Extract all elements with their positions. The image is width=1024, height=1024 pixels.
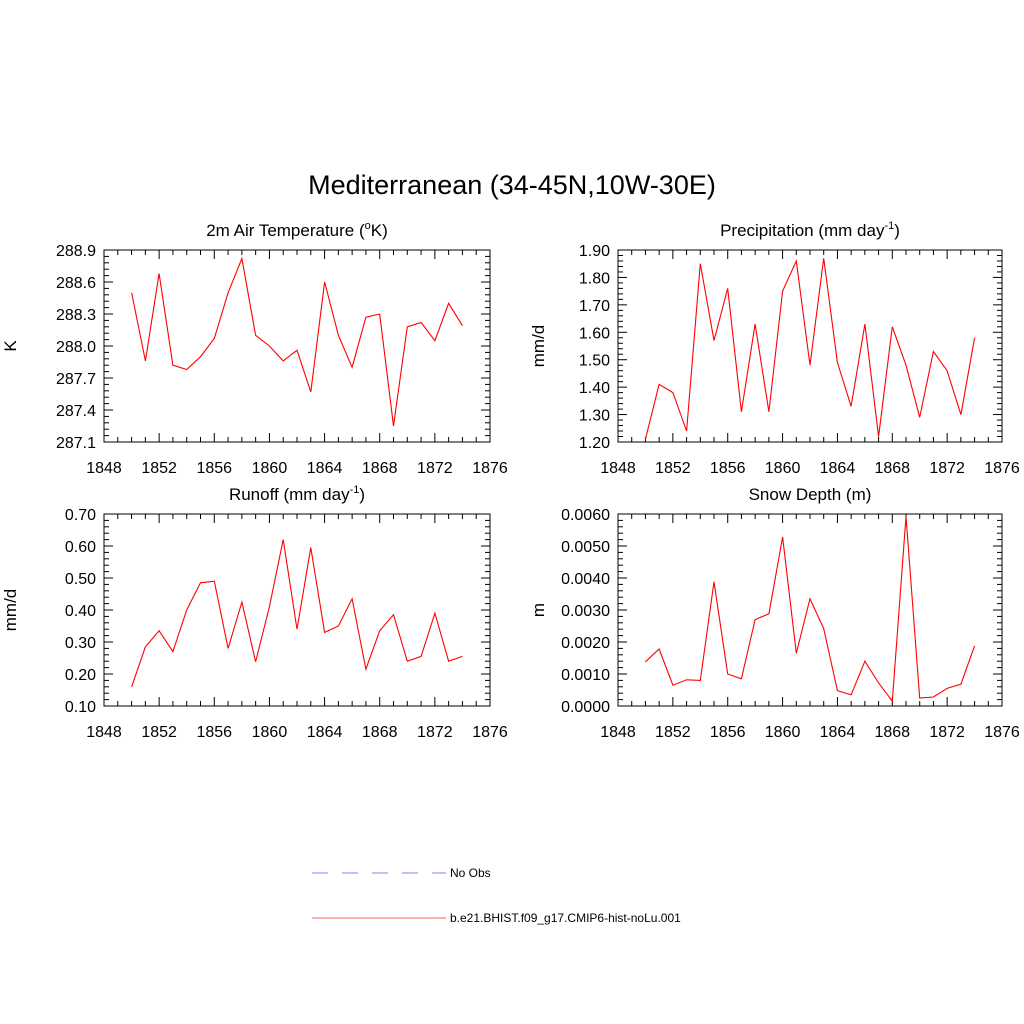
x-tick-label: 1864 [307,724,343,741]
x-tick-label: 1868 [874,724,910,741]
x-tick-label: 1848 [86,724,122,741]
y-axis-label-runoff: mm/d [1,589,20,632]
y-tick-label: 1.40 [579,380,610,397]
y-tick-label: 1.70 [579,298,610,315]
x-tick-label: 1852 [141,460,177,477]
x-tick-label: 1848 [600,724,636,741]
y-tick-label: 0.30 [65,635,96,652]
x-tick-label: 1872 [417,724,453,741]
y-tick-label: 288.6 [56,275,96,292]
x-tick-label: 1852 [655,724,691,741]
x-tick-label: 1872 [929,724,965,741]
x-tick-label: 1856 [196,460,232,477]
panel-title-precipitation: Precipitation (mm day-1) [720,220,900,240]
series-line-runoff [131,539,463,687]
y-tick-label: 1.30 [579,408,610,425]
x-tick-label: 1860 [252,460,288,477]
x-tick-label: 1864 [820,724,856,741]
x-tick-label: 1868 [874,460,910,477]
y-tick-label: 288.0 [56,339,96,356]
x-tick-label: 1860 [765,724,801,741]
series-line-temperature [131,256,463,427]
y-tick-label: 0.0040 [561,571,610,588]
x-tick-label: 1856 [710,460,746,477]
y-tick-label: 0.0050 [561,539,610,556]
plot-frame-snow-depth [617,513,1003,707]
panel-temperature: 2m Air Temperature (oK) 1848 1852 1856 1860 1… [1,220,508,477]
y-tick-label: 0.0010 [561,667,610,684]
legend: No Obs b.e21.BHIST.f09_g17.CMIP6-hist-noL… [312,866,681,925]
x-tick-label: 1876 [984,460,1020,477]
y-tick-label: 0.20 [65,667,96,684]
legend-label-no-obs: No Obs [450,866,491,880]
y-tick-label: 1.60 [579,325,610,342]
y-tick-label: 288.3 [56,307,96,324]
y-tick-label: 0.0020 [561,635,610,652]
panel-snow-depth: Snow Depth (m) 1848 1852 1856 1860 1864 1868 18… [529,485,1020,741]
series-line-snow-depth [645,516,976,703]
y-tick-label: 1.50 [579,353,610,370]
y-tick-label: 0.10 [65,699,96,716]
x-tick-label: 1876 [472,460,508,477]
panel-title-runoff: Runoff (mm day-1) [229,484,365,504]
y-tick-label: 0.0030 [561,603,610,620]
y-axis-label-temperature: K [1,340,20,352]
x-tick-label: 1856 [196,724,232,741]
panel-title-temperature: 2m Air Temperature (oK) [206,220,388,240]
y-axis-label-precipitation: mm/d [529,325,548,368]
panels: 2m Air Temperature (oK) 1848 1852 1856 1860 1… [1,220,1020,741]
y-axis-label-snow-depth: m [529,603,548,617]
legend-label-model: b.e21.BHIST.f09_g17.CMIP6-hist-noLu.001 [450,911,681,925]
panel-title-snow-depth: Snow Depth (m) [749,485,872,504]
y-tick-label: 1.90 [579,243,610,260]
x-tick-label: 1876 [472,724,508,741]
x-tick-label: 1872 [417,460,453,477]
x-tick-label: 1852 [655,460,691,477]
x-tick-label: 1852 [141,724,177,741]
plot-frame-runoff [103,513,491,707]
y-tick-label: 0.50 [65,571,96,588]
y-tick-label: 0.40 [65,603,96,620]
plot-frame-precipitation [617,249,1003,443]
x-tick-label: 1864 [820,460,856,477]
main-title: Mediterranean (34-45N,10W-30E) [308,170,716,200]
y-tick-label: 288.9 [56,243,96,260]
x-tick-label: 1864 [307,460,343,477]
y-tick-label: 0.60 [65,539,96,556]
y-tick-label: 1.80 [579,270,610,287]
y-tick-label: 0.0060 [561,507,610,524]
y-tick-label: 1.20 [579,435,610,452]
series-line-precipitation [644,258,976,440]
x-tick-label: 1856 [710,724,746,741]
x-tick-label: 1868 [362,460,398,477]
plot-frame-temperature [103,249,491,443]
panel-precipitation: Precipitation (mm day-1) 1848 1852 1856 1860… [529,220,1020,477]
y-tick-label: 287.1 [56,435,96,452]
y-tick-label: 287.7 [56,371,96,388]
x-tick-label: 1848 [86,460,122,477]
x-tick-label: 1868 [362,724,398,741]
x-tick-label: 1876 [984,724,1020,741]
x-tick-label: 1860 [765,460,801,477]
y-tick-label: 0.0000 [561,699,610,716]
y-tick-label: 287.4 [56,403,96,420]
x-tick-label: 1848 [600,460,636,477]
x-tick-label: 1860 [252,724,288,741]
y-tick-label: 0.70 [65,507,96,524]
panel-runoff: Runoff (mm day-1) 1848 1852 1856 1860 1864 186… [1,484,508,741]
x-tick-label: 1872 [929,460,965,477]
